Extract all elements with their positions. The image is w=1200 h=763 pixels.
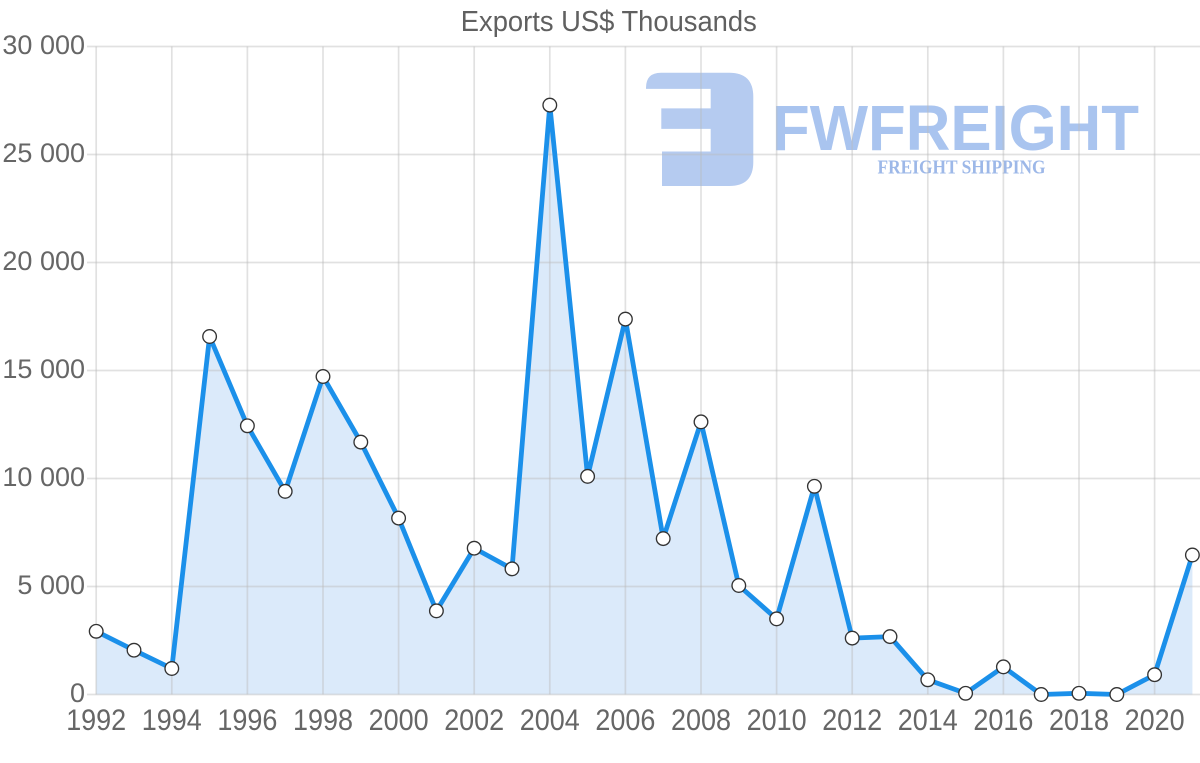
svg-text:1994: 1994 [142,704,202,737]
svg-text:2014: 2014 [898,704,958,737]
svg-text:1998: 1998 [293,704,353,737]
svg-text:20 000: 20 000 [2,246,85,276]
svg-text:2006: 2006 [595,704,655,737]
svg-text:25 000: 25 000 [2,138,85,168]
svg-text:10 000: 10 000 [2,462,85,492]
svg-text:1996: 1996 [217,704,277,737]
svg-text:2010: 2010 [747,704,807,737]
svg-text:15 000: 15 000 [2,354,85,384]
svg-text:2012: 2012 [822,704,882,737]
svg-text:2002: 2002 [444,704,504,737]
svg-text:2018: 2018 [1049,704,1109,737]
svg-text:2004: 2004 [520,704,580,737]
svg-text:FWFREIGHT: FWFREIGHT [772,92,1139,164]
svg-text:2000: 2000 [369,704,429,737]
svg-text:5 000: 5 000 [17,570,85,600]
svg-text:2016: 2016 [973,704,1033,737]
svg-text:30 000: 30 000 [2,30,85,60]
svg-text:Exports US$ Thousands: Exports US$ Thousands [461,6,757,38]
svg-text:FREIGHT SHIPPING: FREIGHT SHIPPING [878,157,1046,179]
svg-text:2008: 2008 [671,704,731,737]
svg-text:0: 0 [70,678,85,708]
svg-text:2020: 2020 [1125,704,1185,737]
svg-text:1992: 1992 [66,704,126,737]
